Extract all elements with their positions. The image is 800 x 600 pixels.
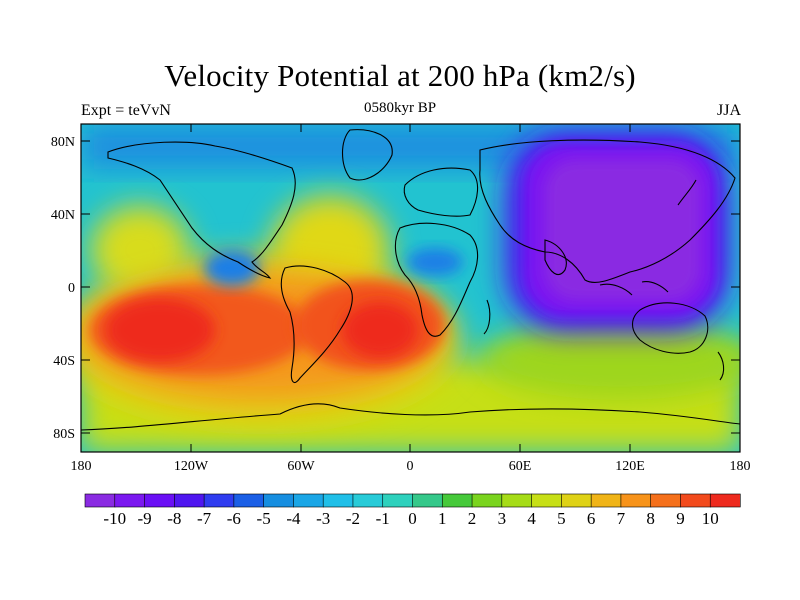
colorbar-label: 10 bbox=[702, 509, 719, 528]
experiment-label: Expt = teVvN bbox=[81, 102, 171, 119]
lon-label-60e: 60E bbox=[509, 459, 532, 474]
colorbar-swatch bbox=[680, 493, 711, 508]
colorbar-swatch bbox=[293, 493, 324, 508]
colorbar-label: 6 bbox=[587, 509, 596, 528]
colorbar: -10 -9 -8 -7 -6 -5 -4 -3 -2 -1 0 1 2 3 4 5 6 7 8 9 10 bbox=[84, 493, 741, 528]
lon-label-180w: 180 bbox=[71, 459, 92, 474]
lat-label-80n: 80N bbox=[51, 135, 75, 150]
colorbar-label: 0 bbox=[408, 509, 417, 528]
colorbar-label: -4 bbox=[286, 509, 301, 528]
colorbar-swatch bbox=[650, 493, 682, 508]
colorbar-swatch bbox=[382, 493, 414, 508]
lat-label-80s: 80S bbox=[53, 427, 75, 442]
colorbar-swatch bbox=[590, 493, 622, 508]
colorbar-label: 8 bbox=[646, 509, 655, 528]
colorbar-swatch bbox=[620, 493, 652, 508]
colorbar-swatch bbox=[174, 493, 205, 508]
colorbar-label: -9 bbox=[137, 509, 151, 528]
lon-label-120e: 120E bbox=[615, 459, 645, 474]
colorbar-swatch bbox=[203, 493, 235, 508]
colorbar-label: 1 bbox=[438, 509, 447, 528]
colorbar-swatch bbox=[709, 493, 741, 508]
lon-label-0: 0 bbox=[407, 459, 414, 474]
colorbar-label: -6 bbox=[227, 509, 241, 528]
colorbar-label: 9 bbox=[676, 509, 685, 528]
season-label: JJA bbox=[716, 102, 741, 119]
colorbar-label: -3 bbox=[316, 509, 330, 528]
colorbar-swatch bbox=[412, 493, 443, 508]
coastlines bbox=[81, 129, 740, 431]
map-title: Velocity Potential at 200 hPa (km2/s) bbox=[164, 58, 636, 93]
colorbar-label: 2 bbox=[468, 509, 477, 528]
lon-label-60w: 60W bbox=[287, 459, 315, 474]
colorbar-swatch bbox=[322, 493, 354, 508]
lat-tick-marks bbox=[81, 140, 740, 434]
colorbar-swatch bbox=[352, 493, 384, 508]
colorbar-label: -2 bbox=[346, 509, 360, 528]
colorbar-label: -5 bbox=[257, 509, 271, 528]
lon-label-120w: 120W bbox=[174, 459, 209, 474]
time-label: 0580kyr BP bbox=[363, 100, 437, 116]
colorbar-swatch bbox=[263, 493, 295, 508]
colorbar-label: -8 bbox=[167, 509, 181, 528]
colorbar-label: 3 bbox=[498, 509, 507, 528]
colorbar-swatch bbox=[233, 493, 265, 508]
colorbar-swatch bbox=[441, 493, 473, 508]
colorbar-swatch bbox=[471, 493, 503, 508]
colorbar-swatch bbox=[501, 493, 533, 508]
colorbar-swatch bbox=[144, 493, 175, 508]
lon-tick-marks bbox=[190, 124, 631, 452]
colorbar-label: 7 bbox=[617, 509, 626, 528]
colorbar-label: 5 bbox=[557, 509, 566, 528]
colorbar-swatch bbox=[531, 493, 562, 508]
lat-label-0: 0 bbox=[68, 281, 75, 296]
colorbar-swatch bbox=[114, 493, 146, 508]
colorbar-label: -10 bbox=[103, 509, 126, 528]
lat-label-40s: 40S bbox=[53, 354, 75, 369]
colorbar-label: 4 bbox=[527, 509, 536, 528]
colorbar-label: -7 bbox=[197, 509, 212, 528]
colorbar-label: -1 bbox=[376, 509, 390, 528]
velocity-potential-field bbox=[81, 124, 740, 452]
lat-label-40n: 40N bbox=[51, 208, 75, 223]
colorbar-swatch bbox=[84, 493, 116, 508]
lon-label-180e: 180 bbox=[730, 459, 751, 474]
colorbar-swatch bbox=[561, 493, 592, 508]
